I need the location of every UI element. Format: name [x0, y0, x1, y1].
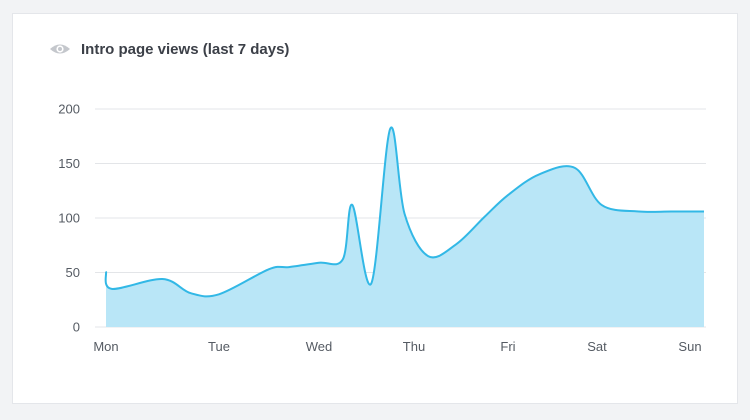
chart-title: Intro page views (last 7 days) [81, 40, 290, 58]
x-tick-label: Fri [500, 339, 515, 354]
chart-card: Intro page views (last 7 days) [12, 13, 738, 404]
y-tick-label: 50 [66, 265, 80, 280]
x-tick-label: Tue [208, 339, 230, 354]
chart-header: Intro page views (last 7 days) [49, 39, 289, 59]
series-line [104, 126, 704, 298]
y-tick-label: 0 [73, 320, 80, 335]
y-tick-label: 100 [58, 211, 80, 226]
x-tick-label: Mon [93, 339, 118, 354]
y-tick-label: 200 [58, 102, 80, 117]
x-tick-label: Thu [403, 339, 425, 354]
series-area [105, 127, 705, 327]
x-tick-label: Wed [306, 339, 333, 354]
y-tick-label: 150 [58, 156, 80, 171]
eye-icon [49, 41, 71, 57]
x-tick-label: Sat [587, 339, 607, 354]
x-tick-label: Sun [678, 339, 701, 354]
